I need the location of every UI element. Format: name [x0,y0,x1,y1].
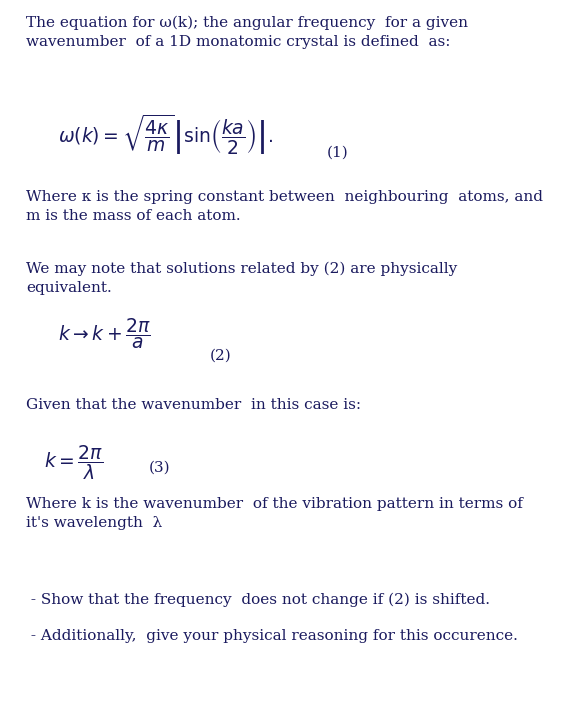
Text: (3): (3) [149,461,171,475]
Text: The equation for ω(k); the angular frequency  for a given
wavenumber  of a 1D mo: The equation for ω(k); the angular frequ… [26,16,468,49]
Text: - Additionally,  give your physical reasoning for this occurence.: - Additionally, give your physical reaso… [26,629,518,643]
Text: Where κ is the spring constant between  neighbouring  atoms, and
m is the mass o: Where κ is the spring constant between n… [26,190,543,223]
Text: - Show that the frequency  does not change if (2) is shifted.: - Show that the frequency does not chang… [26,593,491,607]
Text: Given that the wavenumber  in this case is:: Given that the wavenumber in this case i… [26,398,361,411]
Text: $k = \dfrac{2\pi}{\lambda}$: $k = \dfrac{2\pi}{\lambda}$ [44,443,103,482]
Text: $\omega(k) = \sqrt{\dfrac{4\kappa}{m}}\left|\sin\!\left(\dfrac{ka}{2}\right)\rig: $\omega(k) = \sqrt{\dfrac{4\kappa}{m}}\l… [58,113,274,157]
Text: (1): (1) [327,145,349,159]
Text: $k \to k + \dfrac{2\pi}{a}$: $k \to k + \dfrac{2\pi}{a}$ [58,316,152,351]
Text: We may note that solutions related by (2) are physically
equivalent.: We may note that solutions related by (2… [26,262,457,294]
Text: Where k is the wavenumber  of the vibration pattern in terms of
it's wavelength : Where k is the wavenumber of the vibrati… [26,497,523,530]
Text: (2): (2) [210,349,232,363]
